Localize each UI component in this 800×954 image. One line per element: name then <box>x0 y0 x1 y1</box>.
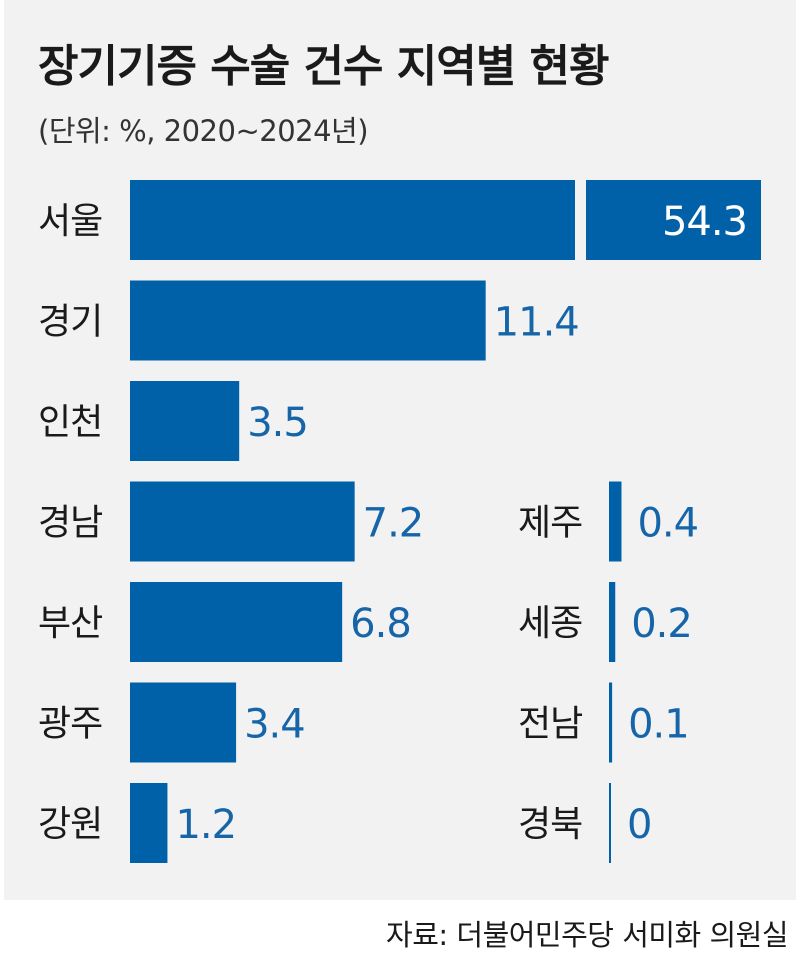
category-label: 부산 <box>38 603 102 644</box>
bar <box>609 783 611 863</box>
value-label: 0 <box>627 802 651 848</box>
value-label: 3.4 <box>244 702 305 748</box>
value-label: 11.4 <box>494 300 579 346</box>
category-label: 경남 <box>38 503 102 544</box>
bar <box>130 381 240 461</box>
category-label: 광주 <box>38 704 102 745</box>
category-label: 경기 <box>38 302 102 343</box>
bar-segment <box>586 180 761 260</box>
category-label: 경북 <box>518 804 582 845</box>
value-label: 54.3 <box>662 199 747 245</box>
category-label: 전남 <box>518 704 582 745</box>
value-label: 0.2 <box>631 601 692 647</box>
bar <box>130 682 237 763</box>
value-label: 6.8 <box>350 601 411 647</box>
value-label: 0.1 <box>628 702 689 748</box>
value-label: 3.5 <box>247 400 308 446</box>
value-label: 0.4 <box>637 501 698 547</box>
bar-chart: 서울 54.3 경기 11.4 인천 3.5 경남 7.2 부산 6.8 광주 3.4 강원 1.2 제주 0… <box>38 180 761 863</box>
category-label: 세종 <box>518 603 582 644</box>
bar <box>609 582 616 662</box>
category-label: 강원 <box>38 804 102 845</box>
value-label: 7.2 <box>363 501 424 547</box>
source-note: 자료: 더불어민주당 서미화 의원실 <box>386 918 788 952</box>
bar <box>609 481 622 562</box>
bar <box>130 280 486 361</box>
bar <box>130 783 168 863</box>
category-label: 인천 <box>38 402 102 443</box>
category-label: 제주 <box>518 503 582 544</box>
bar <box>130 582 343 662</box>
chart-subtitle: (단위: %, 2020~2024년) <box>38 114 369 148</box>
category-label: 서울 <box>38 201 102 242</box>
bar <box>130 180 575 260</box>
bar <box>130 481 355 562</box>
chart-title: 장기기증 수술 건수 지역별 현황 <box>38 41 610 92</box>
value-label: 1.2 <box>175 802 236 848</box>
bar <box>609 682 613 763</box>
